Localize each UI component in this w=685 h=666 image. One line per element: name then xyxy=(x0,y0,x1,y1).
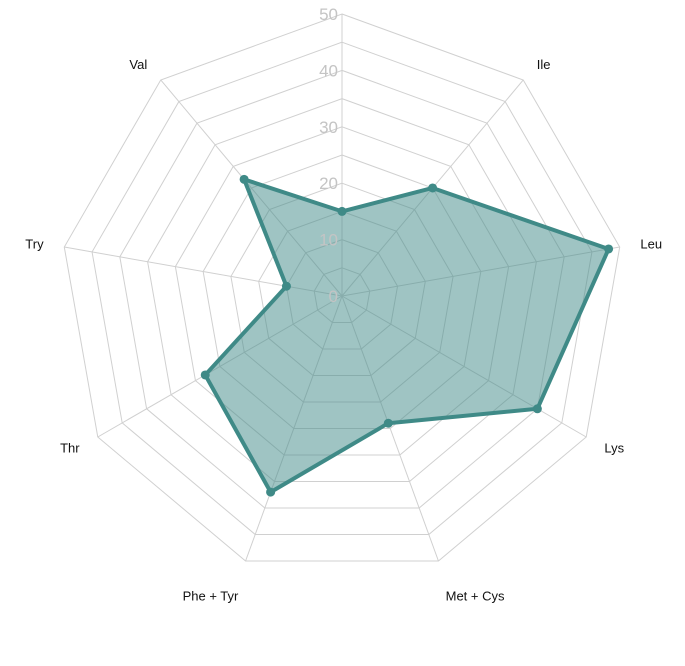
data-point-thr xyxy=(200,370,210,380)
axis-label-val: Val xyxy=(129,57,147,72)
axis-label-thr: Thr xyxy=(60,441,80,456)
tick-label: 10 xyxy=(319,231,338,250)
tick-label: 20 xyxy=(319,174,338,193)
grid-ring xyxy=(63,13,621,562)
axis-label-try: Try xyxy=(25,236,44,251)
tick-label: 50 xyxy=(319,5,338,24)
data-point-try xyxy=(281,281,291,291)
grid-ring xyxy=(91,41,593,535)
data-point-ile xyxy=(428,183,438,193)
data-point-phe-tyr xyxy=(266,487,276,497)
data-point-val xyxy=(239,174,249,184)
axis-label-met-cys: Met + Cys xyxy=(446,589,505,604)
grid-ring xyxy=(147,98,537,482)
axis-label-lys: Lys xyxy=(604,441,624,456)
grid-ring xyxy=(119,69,565,509)
data-point-leu xyxy=(604,244,614,254)
tick-label: 30 xyxy=(319,118,338,137)
radar-series xyxy=(200,174,614,497)
data-point-met-cys xyxy=(383,418,393,428)
axis-label-phe-tyr: Phe + Tyr xyxy=(183,589,239,604)
radius-tick-labels: 0 10 20 30 40 50 xyxy=(319,5,338,306)
data-point-his xyxy=(337,206,347,216)
axis-label-leu: Leu xyxy=(640,236,662,251)
data-point-lys xyxy=(532,404,542,414)
tick-label: 0 xyxy=(329,287,338,306)
series-area xyxy=(203,177,611,495)
axis-label-ile: Ile xyxy=(537,57,551,72)
tick-label: 40 xyxy=(319,61,338,80)
